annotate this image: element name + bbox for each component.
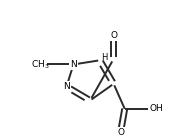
Text: N: N — [70, 60, 77, 69]
Text: CH$_3$: CH$_3$ — [31, 58, 50, 71]
Text: N: N — [63, 82, 70, 91]
Text: H: H — [101, 53, 107, 62]
Text: O: O — [110, 31, 117, 40]
Text: O: O — [117, 128, 124, 137]
Text: OH: OH — [150, 104, 163, 113]
